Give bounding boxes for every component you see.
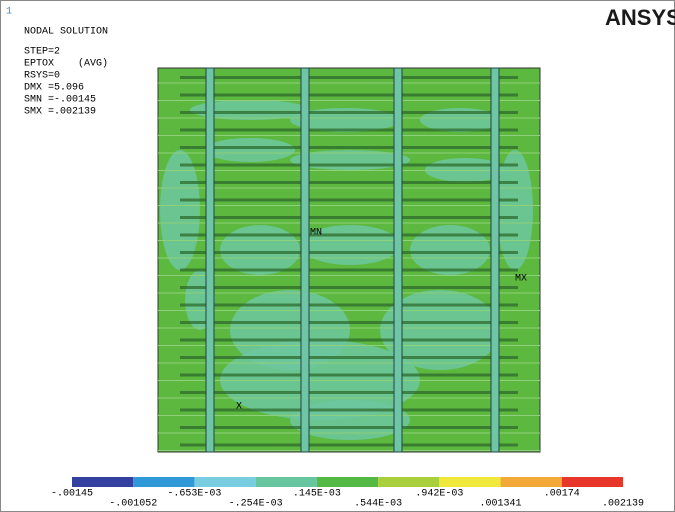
girder [206,68,214,452]
legend-swatch [439,477,500,487]
ansys-plot: 1 NODAL SOLUTION ANSYS MN MX X STEP=2EPTOX… [0,0,675,512]
stiffener [180,374,518,377]
stiffener [180,181,518,184]
legend-swatch [194,477,255,487]
window-number: 1 [6,7,12,18]
legend-swatch [317,477,378,487]
legend-label: -.254E-03 [229,499,283,510]
logo: ANSYS [605,5,675,30]
legend-swatch [133,477,194,487]
contour-patch [410,225,490,275]
stiffener [180,321,518,324]
stiffener [180,234,518,237]
legend-label: -.653E-03 [167,489,221,500]
info-line: SMN =-.00145 [24,95,96,106]
stiffener [180,76,518,79]
legend-label: .145E-03 [293,489,341,500]
stiffener [180,356,518,359]
girder [491,68,499,452]
stiffener [180,164,518,167]
stiffener [180,94,518,97]
info-line: EPTOX (AVG) [24,58,108,70]
info-line: STEP=2 [24,47,60,58]
info-line: DMX =5.096 [24,83,84,94]
stiffener [180,269,518,272]
legend-label: -.00145 [51,489,93,500]
stiffener [180,391,518,394]
legend-label: .00174 [544,489,580,500]
stiffener [180,339,518,342]
min-marker: MN [310,228,322,239]
legend-swatch [72,477,133,487]
girder [301,68,309,452]
contour-patch [205,138,295,162]
stiffener [180,129,518,132]
screen: 1 NODAL SOLUTION ANSYS MN MX X STEP=2EPTOX… [0,0,675,512]
stiffener [180,409,518,412]
legend-label: .942E-03 [415,489,463,500]
legend-label: -.001052 [109,499,157,510]
legend-label: .001341 [480,499,522,510]
legend-swatch [501,477,562,487]
info-line: RSYS=0 [24,71,60,82]
stiffener [180,426,518,429]
legend-swatch [378,477,439,487]
stiffener [180,146,518,149]
legend-label: .544E-03 [354,499,402,510]
max-marker: MX [515,274,527,285]
legend-swatch [256,477,317,487]
stiffener [180,199,518,202]
girder [394,68,402,452]
title: NODAL SOLUTION [24,27,108,38]
plate: MN MX X [158,68,540,452]
info-line: SMX =.002139 [24,107,96,118]
stiffener [180,111,518,114]
legend-swatch [562,477,623,487]
stiffener [180,251,518,254]
stiffener [180,216,518,219]
axis-marker: X [236,402,242,413]
legend-label: .002139 [602,499,644,510]
contour-patch [220,225,300,275]
stiffener [180,444,518,447]
stiffener [180,286,518,289]
stiffener [180,304,518,307]
